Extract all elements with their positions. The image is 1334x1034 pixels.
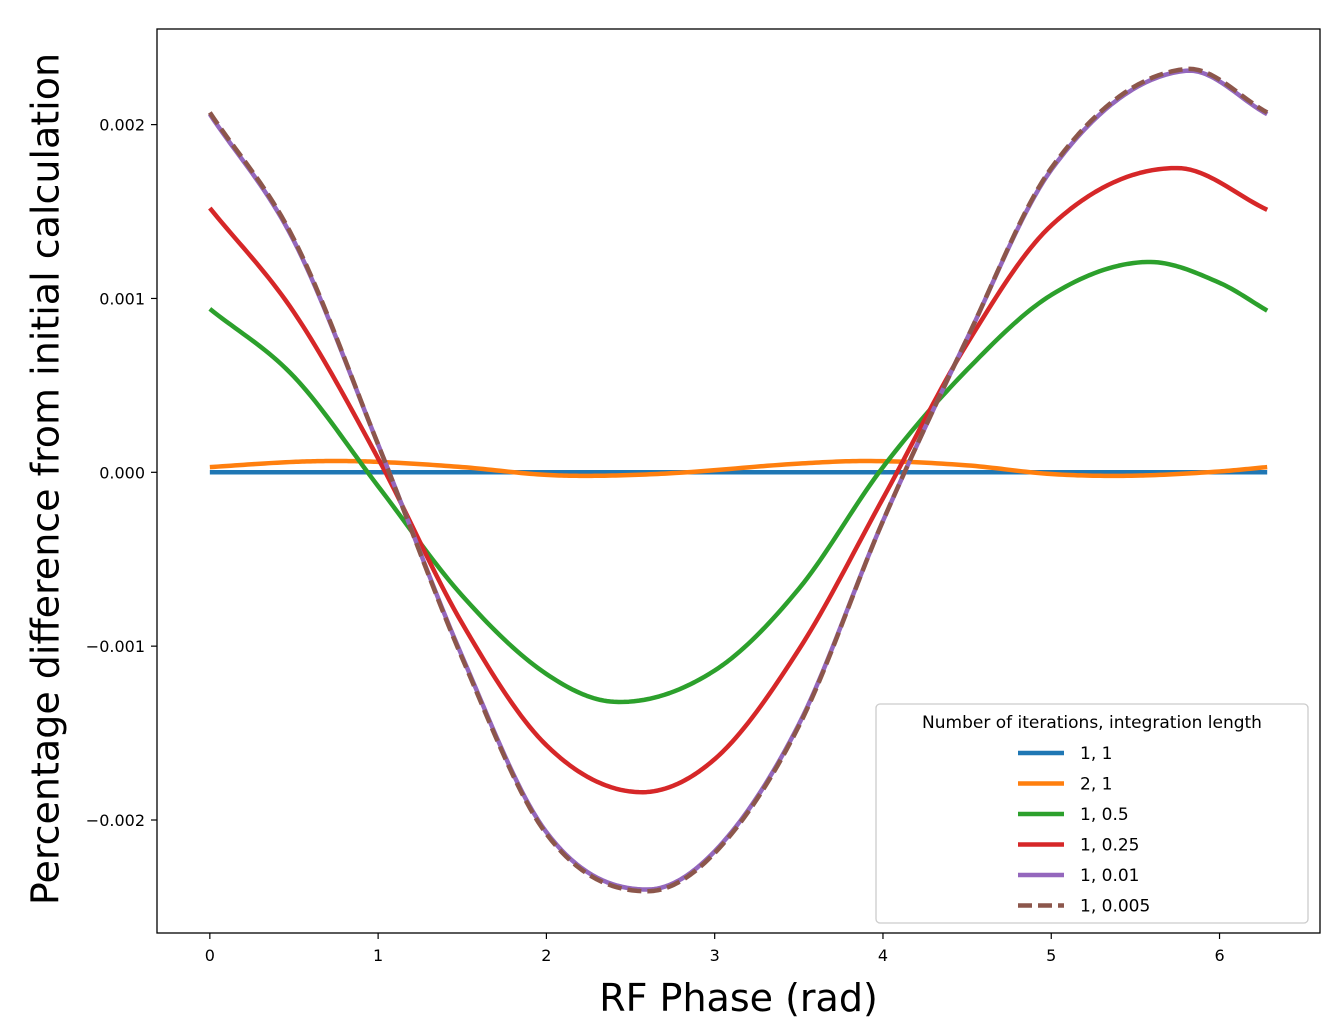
- legend: Number of iterations, integration length…: [875, 703, 1309, 924]
- x-tick-label: 3: [710, 946, 720, 965]
- x-tick-label: 2: [541, 946, 551, 965]
- x-tick-label: 1: [373, 946, 383, 965]
- x-tick-label: 4: [878, 946, 888, 965]
- ticks-layer: 0 1 2 3 4 5 6 −0.002 −0.001 0.000 0.001 0.002: [86, 116, 1225, 965]
- legend-label-1: 1, 1: [1080, 744, 1112, 764]
- plot-frame: [156, 28, 1321, 934]
- y-axis-title: Percentage difference from initial calcu…: [24, 53, 68, 905]
- x-axis-title: RF Phase (rad): [599, 976, 878, 1020]
- legend-label-3: 1, 0.5: [1080, 805, 1129, 825]
- y-tick-label: 0.002: [99, 116, 145, 135]
- x-tick-label: 6: [1214, 946, 1224, 965]
- legend-items: 1, 1 2, 1 1, 0.5 1, 0.25 1, 0.01 1, 0.005: [1018, 744, 1150, 917]
- legend-label-5: 1, 0.01: [1080, 866, 1139, 886]
- y-tick-label: −0.002: [86, 811, 145, 830]
- y-tick-label: 0.001: [99, 289, 145, 308]
- legend-label-4: 1, 0.25: [1080, 836, 1139, 856]
- series-line-3: [208, 259, 1269, 705]
- series-line-6: [207, 66, 1269, 894]
- x-tick-label: 0: [205, 946, 215, 965]
- series-layer: [207, 66, 1269, 894]
- legend-title: Number of iterations, integration length: [922, 713, 1262, 733]
- x-tick-label: 5: [1046, 946, 1056, 965]
- series-line-4: [208, 165, 1269, 795]
- legend-box: [875, 703, 1309, 924]
- series-line-2: [209, 458, 1268, 479]
- y-tick-label: −0.001: [86, 637, 145, 656]
- legend-label-2: 2, 1: [1080, 775, 1112, 795]
- y-tick-label: 0.000: [99, 463, 145, 482]
- legend-label-6: 1, 0.005: [1080, 897, 1150, 917]
